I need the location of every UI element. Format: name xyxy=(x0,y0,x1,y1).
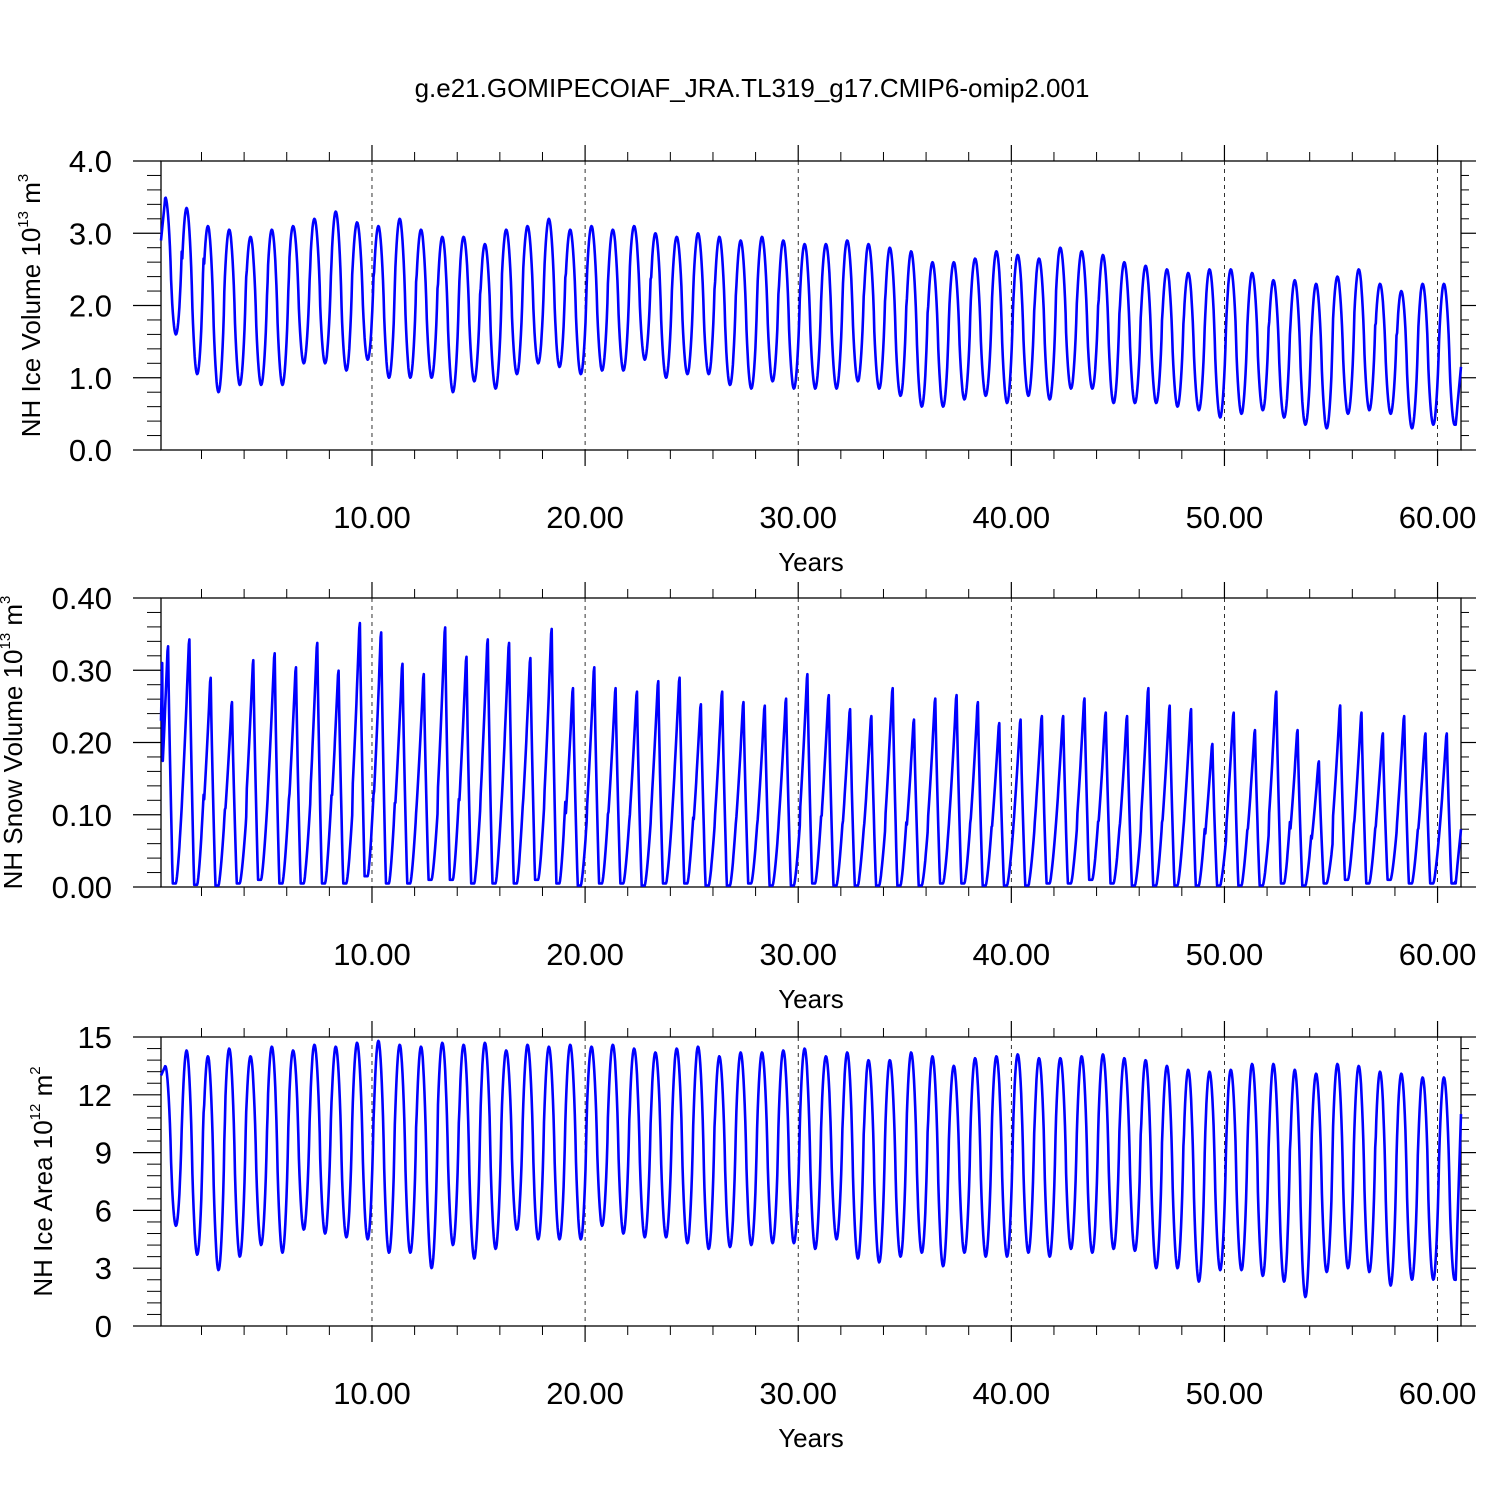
y-tick-label: 4.0 xyxy=(69,144,112,179)
panel-1: 10.00 20.00 30.00 40.00 50.00 60.00 Years 0.0 1.… xyxy=(15,144,1476,577)
series-line xyxy=(159,1039,1463,1299)
panel-3: 10.00 20.00 30.00 40.00 50.00 60.00 Years 0 3 6 9 1… xyxy=(27,1020,1476,1453)
y-tick-label: 0.0 xyxy=(69,433,112,468)
y-tick-label: 2.0 xyxy=(69,289,112,324)
y-tick-label: 1.0 xyxy=(69,361,112,396)
panel-2: 10.00 20.00 30.00 40.00 50.00 60.00 Years 0.00 0… xyxy=(0,581,1476,1014)
x-tick-label: 30.00 xyxy=(759,937,837,972)
y-tick-label: 3 xyxy=(95,1251,112,1286)
x-tick-label: 50.00 xyxy=(1186,1376,1264,1411)
x-tick-label: 20.00 xyxy=(546,937,624,972)
y-axis-label: NH Ice Area 1012 m2 xyxy=(27,1066,58,1296)
y-tick-label: 0.10 xyxy=(52,798,112,833)
x-tick-label: 60.00 xyxy=(1399,937,1477,972)
x-tick-label: 20.00 xyxy=(546,1376,624,1411)
x-tick-label: 10.00 xyxy=(333,1376,411,1411)
x-tick-label: 30.00 xyxy=(759,1376,837,1411)
y-tick-label: 15 xyxy=(78,1020,112,1055)
y-tick-label: 0 xyxy=(95,1309,112,1344)
x-tick-label: 50.00 xyxy=(1186,500,1264,535)
plot-frame xyxy=(160,160,1462,451)
x-tick-label: 20.00 xyxy=(546,500,624,535)
x-axis-label: Years xyxy=(778,547,844,577)
x-tick-label: 40.00 xyxy=(973,937,1051,972)
y-axis-label: NH Snow Volume 1013 m3 xyxy=(0,596,28,890)
x-axis-label: Years xyxy=(778,984,844,1014)
x-tick-label: 10.00 xyxy=(333,937,411,972)
y-tick-label: 0.40 xyxy=(52,581,112,616)
y-tick-label: 12 xyxy=(78,1078,112,1113)
x-tick-label: 40.00 xyxy=(973,500,1051,535)
series-line xyxy=(159,621,1463,887)
figure-title: g.e21.GOMIPECOIAF_JRA.TL319_g17.CMIP6-om… xyxy=(415,73,1090,103)
x-tick-label: 50.00 xyxy=(1186,937,1264,972)
x-tick-label: 10.00 xyxy=(333,500,411,535)
series-line xyxy=(159,196,1463,430)
y-tick-label: 3.0 xyxy=(69,216,112,251)
x-tick-label: 60.00 xyxy=(1399,1376,1477,1411)
y-axis-label: NH Ice Volume 1013 m3 xyxy=(15,174,46,437)
plot-frame xyxy=(160,1036,1462,1327)
y-tick-label: 0.20 xyxy=(52,726,112,761)
y-tick-label: 0.30 xyxy=(52,653,112,688)
y-tick-label: 0.00 xyxy=(52,870,112,905)
x-axis-label: Years xyxy=(778,1423,844,1453)
x-tick-label: 60.00 xyxy=(1399,500,1477,535)
x-tick-label: 40.00 xyxy=(973,1376,1051,1411)
y-tick-label: 9 xyxy=(95,1136,112,1171)
x-tick-label: 30.00 xyxy=(759,500,837,535)
y-tick-label: 6 xyxy=(95,1193,112,1228)
